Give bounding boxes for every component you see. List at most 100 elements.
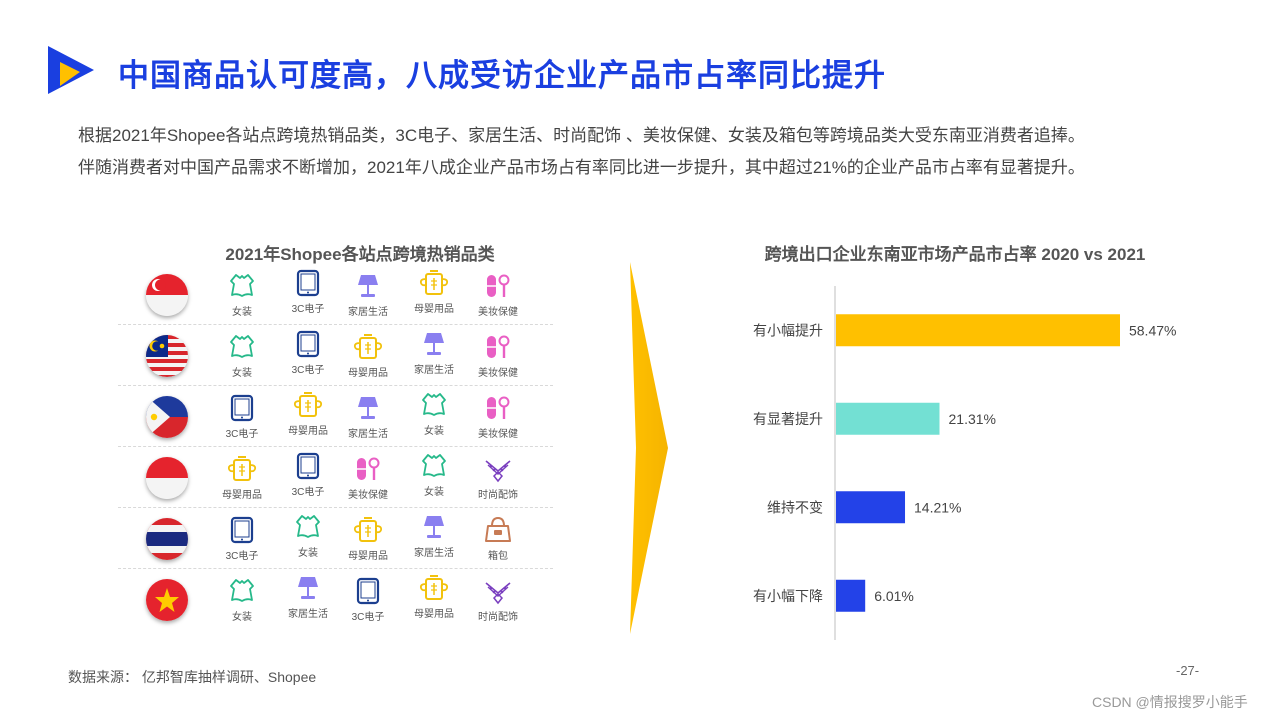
category-item: 母婴用品 xyxy=(336,515,400,562)
category-item: 女装 xyxy=(210,332,274,379)
dress-icon xyxy=(402,390,466,420)
tablet-icon xyxy=(210,393,274,423)
tablet-icon xyxy=(336,576,400,606)
vietnam-flag xyxy=(146,579,188,621)
category-label: 时尚配饰 xyxy=(478,490,518,501)
table-row: 女装 3C电子 母婴用品 家居生活 美妆保健 xyxy=(118,325,553,386)
category-tick-label: 有显著提升 xyxy=(753,411,823,427)
data-source: 数据来源： 亿邦智库抽样调研、Shopee xyxy=(68,669,317,685)
pot-icon xyxy=(336,515,400,545)
lamp-icon xyxy=(336,393,400,423)
category-label: 母婴用品 xyxy=(348,368,388,379)
category-item: 母婴用品 xyxy=(402,268,466,315)
lamp-icon xyxy=(402,512,466,542)
category-label: 女装 xyxy=(424,426,444,437)
category-item: 3C电子 xyxy=(336,576,400,623)
pot-icon xyxy=(402,573,466,603)
category-table: 女装 3C电子 家居生活 母婴用品 美妆保健 女装 3C电子 母婴用品 家居生活 美妆保健 3C电子… xyxy=(118,264,553,630)
category-label: 母婴用品 xyxy=(414,304,454,315)
category-item: 3C电子 xyxy=(276,451,340,498)
category-label: 家居生活 xyxy=(414,365,454,376)
page-number: -27- xyxy=(1176,663,1200,678)
pot-icon xyxy=(402,268,466,298)
malaysia-flag xyxy=(146,335,188,377)
data-label: 6.01% xyxy=(874,588,914,604)
data-label: 14.21% xyxy=(914,499,961,515)
lamp-icon xyxy=(402,329,466,359)
tablet-icon xyxy=(276,268,340,298)
category-item: 3C电子 xyxy=(210,393,274,440)
category-item: 美妆保健 xyxy=(466,271,530,318)
tablet-icon xyxy=(210,515,274,545)
indonesia-flag xyxy=(146,457,188,499)
category-item: 家居生活 xyxy=(276,573,340,620)
cosmetics-icon xyxy=(466,332,530,362)
bag-icon xyxy=(466,515,530,545)
left-panel-title: 2021年Shopee各站点跨境热销品类 xyxy=(225,245,495,264)
category-item: 家居生活 xyxy=(336,271,400,318)
divider-arrow-icon xyxy=(630,262,668,634)
category-label: 女装 xyxy=(232,612,252,623)
category-label: 家居生活 xyxy=(348,307,388,318)
category-label: 3C电子 xyxy=(291,365,325,376)
table-row: 母婴用品 3C电子 美妆保健 女装 时尚配饰 xyxy=(118,447,553,508)
category-label: 女装 xyxy=(424,487,444,498)
category-label: 母婴用品 xyxy=(348,551,388,562)
necklace-icon xyxy=(466,576,530,606)
bar xyxy=(836,491,906,524)
category-label: 女装 xyxy=(232,368,252,379)
watermark: CSDN @情报搜罗小能手 xyxy=(1092,694,1248,710)
cosmetics-icon xyxy=(466,393,530,423)
table-row: 女装 家居生活 3C电子 母婴用品 时尚配饰 xyxy=(118,569,553,630)
lamp-icon xyxy=(336,271,400,301)
philippines-flag xyxy=(146,396,188,438)
category-label: 女装 xyxy=(232,307,252,318)
category-item: 女装 xyxy=(402,451,466,498)
category-label: 时尚配饰 xyxy=(478,612,518,623)
category-item: 箱包 xyxy=(466,515,530,562)
bar xyxy=(836,402,940,435)
category-item: 时尚配饰 xyxy=(466,454,530,501)
category-item: 3C电子 xyxy=(276,329,340,376)
category-item: 母婴用品 xyxy=(402,573,466,620)
chart-title: 跨境出口企业东南亚市场产品市占率 2020 vs 2021 xyxy=(764,245,1146,264)
category-label: 箱包 xyxy=(488,551,508,562)
category-label: 3C电子 xyxy=(225,551,259,562)
dress-icon xyxy=(276,512,340,542)
data-label: 58.47% xyxy=(1129,322,1176,338)
tablet-icon xyxy=(276,451,340,481)
bar-chart: 有小幅提升 58.47% 有显著提升 21.31% 维持不变 14.21% 有小幅下降 6.0… xyxy=(753,286,1176,640)
category-label: 母婴用品 xyxy=(414,609,454,620)
category-label: 女装 xyxy=(298,548,318,559)
pot-icon xyxy=(276,390,340,420)
dress-icon xyxy=(210,271,274,301)
data-label: 21.31% xyxy=(949,411,996,427)
category-item: 家居生活 xyxy=(402,329,466,376)
table-row: 3C电子 母婴用品 家居生活 女装 美妆保健 xyxy=(118,386,553,447)
intro-text: 根据2021年Shopee各站点跨境热销品类，3C电子、家居生活、时尚配饰 、美… xyxy=(78,120,1238,184)
category-item: 家居生活 xyxy=(402,512,466,559)
category-item: 女装 xyxy=(210,271,274,318)
category-item: 母婴用品 xyxy=(210,454,274,501)
thailand-flag xyxy=(146,518,188,560)
dress-icon xyxy=(210,576,274,606)
category-item: 3C电子 xyxy=(276,268,340,315)
singapore-flag xyxy=(146,274,188,316)
category-label: 3C电子 xyxy=(225,429,259,440)
dress-icon xyxy=(402,451,466,481)
category-item: 美妆保健 xyxy=(336,454,400,501)
intro-line-1: 根据2021年Shopee各站点跨境热销品类，3C电子、家居生活、时尚配饰 、美… xyxy=(78,126,1085,145)
page-title: 中国商品认可度高，八成受访企业产品市占率同比提升 xyxy=(118,58,886,93)
necklace-icon xyxy=(466,454,530,484)
category-label: 家居生活 xyxy=(414,548,454,559)
category-item: 美妆保健 xyxy=(466,332,530,379)
category-item: 家居生活 xyxy=(336,393,400,440)
category-item: 母婴用品 xyxy=(276,390,340,437)
cosmetics-icon xyxy=(466,271,530,301)
category-tick-label: 维持不变 xyxy=(767,499,823,515)
category-label: 3C电子 xyxy=(291,304,325,315)
category-item: 母婴用品 xyxy=(336,332,400,379)
category-label: 母婴用品 xyxy=(288,426,328,437)
table-row: 3C电子 女装 母婴用品 家居生活 箱包 xyxy=(118,508,553,569)
tablet-icon xyxy=(276,329,340,359)
